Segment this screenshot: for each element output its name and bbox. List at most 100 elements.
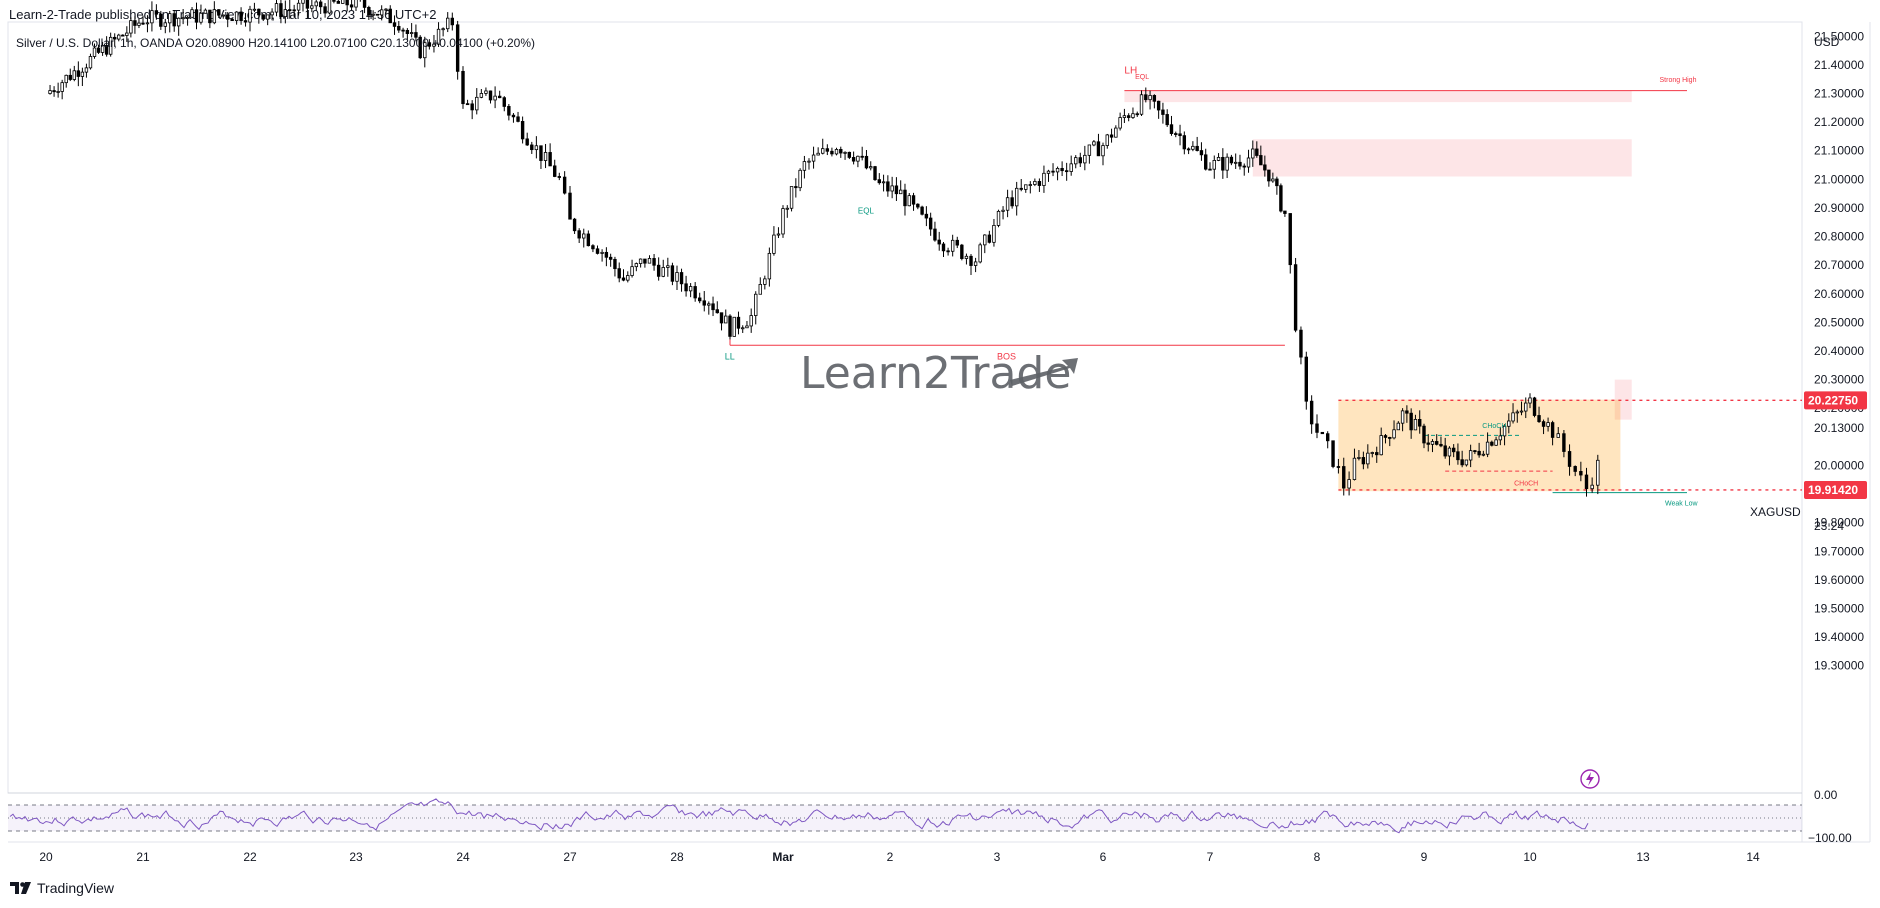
candle-body [1375, 452, 1379, 456]
watermark-arrow-icon [1010, 358, 1078, 386]
candle-body [1279, 185, 1283, 212]
candle-body [1326, 433, 1330, 442]
candle-body [1584, 474, 1589, 490]
candle-body [345, 0, 349, 6]
candle-body [226, 14, 230, 20]
candle-body [839, 149, 843, 154]
time-axis[interactable]: 20 21 22 23 24 27 28 Mar 2 3 6 7 8 9 10 13 14 [39, 850, 1760, 864]
price-tick: 19.40000 [1814, 630, 1864, 644]
candle-body [1182, 135, 1187, 150]
candle-body [1352, 457, 1357, 480]
candle-body [1083, 154, 1087, 164]
osc-tick-zero: 0.00 [1814, 788, 1838, 802]
price-badge-label: 20.22750 [1808, 393, 1858, 407]
candle-body [64, 74, 68, 84]
candle-body [367, 7, 371, 16]
price-tick: 19.50000 [1814, 601, 1864, 615]
time-label: 27 [563, 850, 577, 864]
candle-body [502, 97, 506, 107]
tradingview-footer[interactable]: TradingView [10, 880, 114, 896]
candle-body [821, 148, 825, 154]
price-tick: 21.10000 [1814, 144, 1864, 158]
candle-body [1139, 94, 1144, 115]
candle-body [516, 116, 520, 122]
supply-zone [1614, 379, 1632, 420]
candle-body [56, 91, 60, 93]
candle-body [577, 230, 581, 239]
candle-body [851, 157, 856, 162]
candle-body [1131, 113, 1135, 118]
candle-body [643, 258, 647, 264]
supply-zone [1124, 90, 1632, 103]
candle-body [1400, 410, 1405, 424]
candle-body [987, 234, 992, 243]
candle-body [638, 258, 643, 264]
price-tick: 20.90000 [1814, 201, 1864, 215]
time-label: 20 [39, 850, 53, 864]
candle-body [1546, 422, 1550, 427]
candle-body [666, 265, 670, 268]
candle-body [1532, 397, 1537, 416]
candle-body [1105, 134, 1109, 146]
candle-body [388, 8, 392, 24]
candle-body [1464, 459, 1469, 466]
lightning-icon[interactable] [1580, 769, 1600, 789]
candle-body [397, 25, 401, 31]
candle-body [137, 22, 141, 26]
annotation-label: CHoCH [1514, 480, 1538, 487]
candle-body [1494, 439, 1498, 446]
candle-body [572, 218, 577, 232]
candle-body [1456, 451, 1460, 461]
candle-body [72, 70, 76, 80]
candle-body [1042, 172, 1046, 186]
candle-body [176, 17, 181, 27]
candle-body [670, 265, 675, 282]
annotation-label: LH [1124, 65, 1137, 76]
candle-body [88, 56, 93, 69]
price-tick: 21.50000 [1814, 29, 1864, 43]
candle-body [741, 327, 745, 330]
candle-body [493, 95, 497, 101]
candle-body [1208, 168, 1212, 171]
candle-body [1299, 329, 1303, 358]
price-tick: 19.80000 [1814, 516, 1864, 530]
price-axis[interactable]: 21.50000 21.40000 21.30000 21.20000 21.10000… [1814, 29, 1864, 672]
candle-body [877, 179, 881, 184]
candle-body [1144, 94, 1148, 101]
candle-body [1567, 451, 1572, 467]
price-tick: 21.20000 [1814, 115, 1864, 129]
candle-body [479, 93, 484, 98]
candle-body [1024, 184, 1028, 190]
price-tick: 20.60000 [1814, 287, 1864, 301]
candle-body [626, 275, 630, 281]
candle-body [1342, 466, 1346, 489]
candle-body [996, 210, 1001, 226]
candle-body [1148, 95, 1152, 101]
candle-body [1590, 484, 1594, 490]
candle-body [978, 244, 982, 263]
candle-body [1370, 452, 1374, 454]
candle-body [834, 149, 839, 155]
candle-body [84, 67, 89, 73]
candle-body [1005, 197, 1010, 211]
candle-body [470, 103, 474, 111]
candle-body [1361, 457, 1366, 465]
currency-label: USD [1814, 35, 1840, 49]
candle-body [811, 154, 816, 162]
candle-body [557, 176, 561, 178]
candle-body [1135, 113, 1139, 116]
candle-body [1430, 441, 1435, 445]
time-label: 28 [670, 850, 684, 864]
candle-body [332, 0, 336, 2]
candle-body [1366, 452, 1370, 465]
symbol-info: Silver / U.S. Dollar, 1h, OANDA O20.0890… [16, 36, 536, 50]
time-label: 3 [994, 850, 1001, 864]
candle-body [684, 283, 688, 292]
candle-body [816, 152, 820, 156]
candle-body [732, 316, 736, 337]
candle-body [92, 47, 97, 57]
candle-body [252, 8, 257, 11]
candle-body [802, 161, 807, 171]
candle-body [960, 244, 964, 259]
